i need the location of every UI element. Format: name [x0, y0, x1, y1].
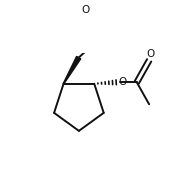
Text: O: O: [146, 49, 155, 59]
Text: O: O: [81, 5, 90, 15]
Text: O: O: [118, 77, 127, 87]
Polygon shape: [63, 56, 81, 84]
